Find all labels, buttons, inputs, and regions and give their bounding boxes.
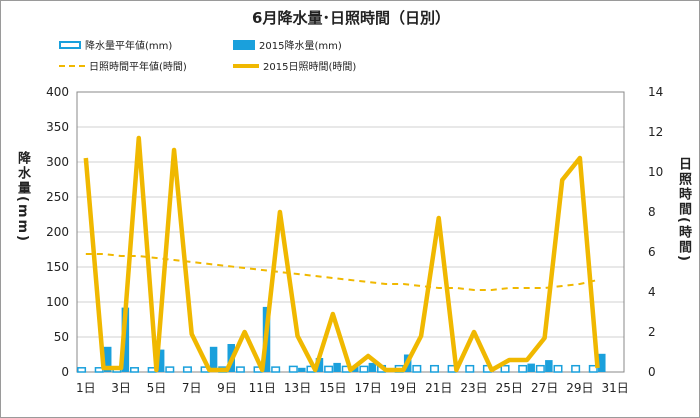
legend-sun-avg: 日照時間平年値(時間)	[59, 58, 187, 73]
y-right-tick-label: 8	[648, 205, 656, 219]
x-tick-label: 15日	[319, 381, 346, 395]
y-right-tick-label: 12	[648, 125, 663, 139]
legend-swatch-sun-2015	[233, 63, 259, 68]
line-sun-2015	[83, 135, 600, 373]
line-sun-avg	[85, 253, 598, 291]
bar-rain-avg	[571, 364, 581, 373]
y-left-tick-label: 150	[46, 260, 69, 274]
x-tick-label: 19日	[390, 381, 417, 395]
x-tick-label: 31日	[602, 381, 629, 395]
bar-rain-2015	[598, 353, 606, 372]
x-tick-label: 9日	[217, 381, 237, 395]
legend-swatch-rain-2015	[233, 39, 255, 50]
y-left-tick-label: 350	[46, 120, 69, 134]
x-tick-label: 27日	[531, 381, 558, 395]
y-right-tick-label: 14	[648, 85, 663, 99]
bar-rain-avg	[235, 366, 245, 373]
bar-rain-2015	[315, 358, 324, 372]
legend-swatch-rain-avg	[59, 40, 81, 49]
y-left-tick-label: 250	[46, 190, 69, 204]
bar-rain-avg	[77, 367, 87, 373]
legend-sun-2015: 2015日照時間(時間)	[233, 58, 356, 73]
x-tick-label: 29日	[566, 381, 593, 395]
legend-rain-avg: 降水量平年値(mm)	[59, 37, 172, 52]
bar-rain-avg	[182, 366, 192, 373]
y-right-tick-label: 10	[648, 165, 663, 179]
legend-label-rain-avg: 降水量平年値(mm)	[85, 41, 173, 52]
y-left-tick-label: 50	[54, 330, 69, 344]
y-right-tick-label: 6	[648, 245, 656, 259]
x-tick-label: 3日	[111, 381, 131, 395]
chart-title: 6月降水量･日照時間（日別）	[252, 9, 450, 27]
bar-rain-avg	[412, 364, 422, 373]
bar-rain-avg	[553, 364, 563, 373]
bar-rain-2015	[333, 362, 341, 372]
bar-rain-avg	[429, 364, 439, 373]
legend-label-sun-2015: 2015日照時間(時間)	[263, 62, 357, 73]
legend-label-sun-avg: 日照時間平年値(時間)	[89, 62, 187, 73]
bar-rain-avg	[324, 365, 334, 373]
x-tick-label: 25日	[496, 381, 523, 395]
y-left-tick-label: 400	[46, 85, 69, 99]
bar-rain-avg	[500, 364, 510, 373]
bar-rain-avg	[518, 364, 528, 373]
y-left-tick-label: 200	[46, 225, 69, 239]
x-tick-label: 17日	[355, 381, 382, 395]
bar-rain-2015	[298, 367, 306, 372]
bar-rain-avg	[288, 365, 298, 373]
x-tick-label: 5日	[147, 381, 167, 395]
bar-rain-avg	[359, 365, 369, 373]
x-tick-label: 23日	[460, 381, 487, 395]
bar-rain-2015	[103, 346, 112, 372]
y-right-tick-label: 0	[648, 365, 656, 379]
bar-rain-2015	[527, 363, 535, 372]
bar-rain-avg	[271, 366, 281, 373]
bar-rain-2015	[209, 346, 218, 372]
y-right-axis-title: 日照時間(時間)	[676, 157, 691, 263]
x-tick-label: 21日	[425, 381, 452, 395]
bar-rain-avg	[130, 367, 140, 373]
y-left-tick-label: 0	[61, 365, 69, 379]
bar-rain-avg	[465, 364, 475, 373]
y-right-tick-label: 2	[648, 325, 656, 339]
x-tick-label: 11日	[249, 381, 276, 395]
y-left-axis-title: 降水量(mm)	[15, 151, 30, 243]
x-tick-label: 7日	[182, 381, 202, 395]
bar-rain-2015	[156, 349, 165, 372]
bar-rain-2015	[545, 360, 553, 372]
y-right-tick-label: 4	[648, 285, 656, 299]
legend-label-rain-2015: 2015降水量(mm)	[259, 41, 342, 52]
legend-swatch-sun-avg	[59, 64, 85, 67]
bar-rain-avg	[588, 364, 598, 373]
bar-rain-2015	[368, 362, 377, 372]
bar-rain-avg	[535, 364, 545, 373]
legend-rain-2015: 2015降水量(mm)	[233, 37, 342, 52]
bar-rain-avg	[165, 366, 175, 373]
x-tick-label: 13日	[284, 381, 311, 395]
y-left-tick-label: 100	[46, 295, 69, 309]
y-left-tick-label: 300	[46, 155, 69, 169]
x-tick-label: 1日	[76, 381, 96, 395]
